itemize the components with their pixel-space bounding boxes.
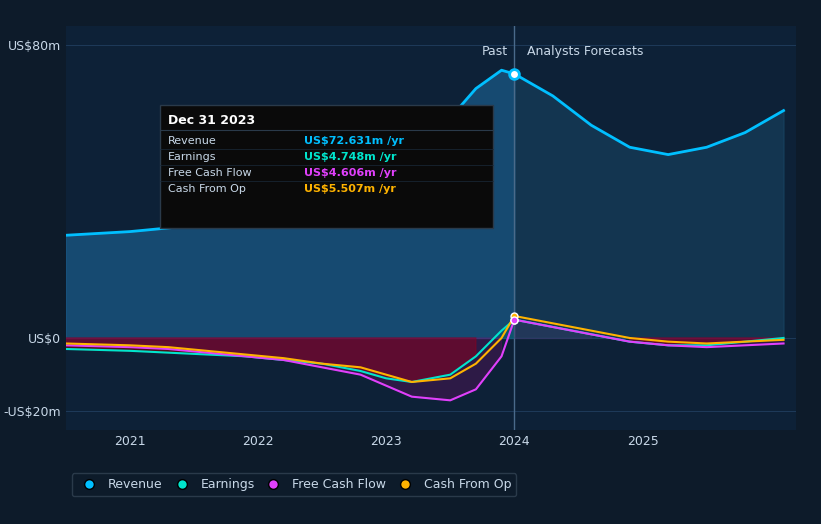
Text: US$4.748m /yr: US$4.748m /yr bbox=[304, 152, 397, 162]
Text: US$72.631m /yr: US$72.631m /yr bbox=[304, 136, 404, 147]
Text: Free Cash Flow: Free Cash Flow bbox=[168, 168, 252, 178]
Text: Analysts Forecasts: Analysts Forecasts bbox=[527, 45, 644, 58]
Legend: Revenue, Earnings, Free Cash Flow, Cash From Op: Revenue, Earnings, Free Cash Flow, Cash … bbox=[72, 473, 516, 496]
Text: Cash From Op: Cash From Op bbox=[168, 183, 246, 194]
Text: Revenue: Revenue bbox=[168, 136, 217, 147]
Text: US$4.606m /yr: US$4.606m /yr bbox=[304, 168, 397, 178]
Text: US$5.507m /yr: US$5.507m /yr bbox=[304, 183, 396, 194]
Text: Dec 31 2023: Dec 31 2023 bbox=[168, 114, 255, 127]
Text: Earnings: Earnings bbox=[168, 152, 217, 162]
Text: Past: Past bbox=[482, 45, 508, 58]
